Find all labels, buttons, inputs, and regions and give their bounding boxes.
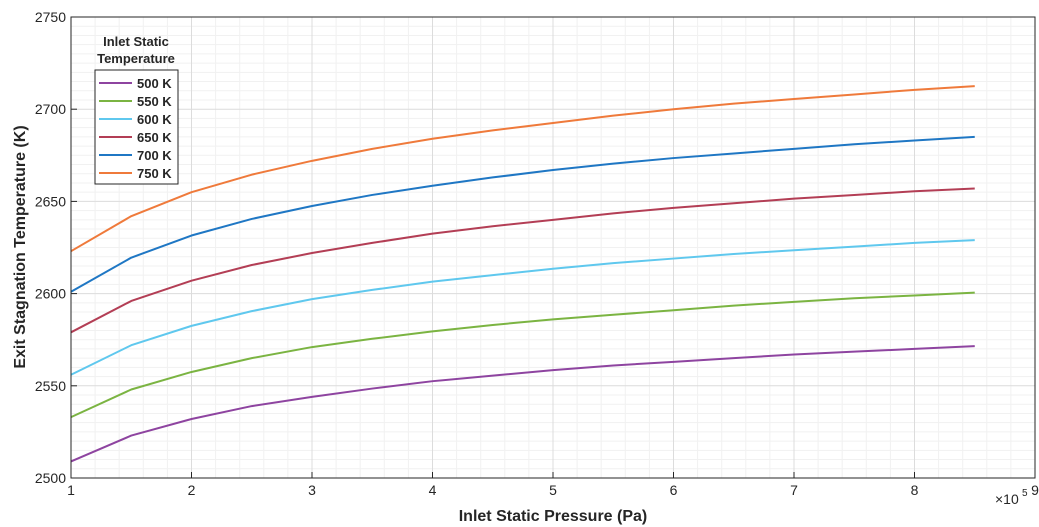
- y-tick-label: 2550: [35, 378, 66, 394]
- legend-title-line2: Temperature: [97, 51, 175, 66]
- series-line: [70, 291, 975, 419]
- series-line: [70, 239, 975, 376]
- series-line: [70, 85, 975, 253]
- legend-box: [94, 69, 179, 185]
- legend-entry-label: 600 K: [137, 112, 172, 127]
- y-tick-label: 2500: [35, 470, 66, 486]
- x-tick-label: 8: [911, 482, 919, 498]
- series-line: [70, 187, 975, 334]
- x-tick-label: 3: [308, 482, 316, 498]
- y-tick-label: 2600: [35, 286, 66, 302]
- x-tick-label: 7: [790, 482, 798, 498]
- x-tick-labels: 1 2 3 4 5 6 7 8 9: [67, 472, 1039, 498]
- legend: Inlet Static Temperature 500 K 550 K 600 K…: [94, 34, 179, 185]
- x-axis-label: Inlet Static Pressure (Pa): [459, 508, 648, 525]
- x-tick-label: 6: [670, 482, 678, 498]
- x-exponent-power: 5: [1022, 488, 1028, 499]
- x-exponent-label: ×10 5: [995, 488, 1028, 507]
- x-tick-label: 4: [429, 482, 437, 498]
- y-tick-label: 2650: [35, 193, 66, 209]
- series-line: [70, 135, 975, 293]
- legend-entry-label: 750 K: [137, 166, 172, 181]
- legend-entry-label: 650 K: [137, 130, 172, 145]
- series-layer: [70, 85, 975, 463]
- x-tick-label: 1: [67, 482, 75, 498]
- legend-entry-label: 500 K: [137, 76, 172, 91]
- x-exponent-base: ×10: [995, 491, 1019, 507]
- series-line: [70, 345, 975, 463]
- x-tick-label: 9: [1031, 482, 1039, 498]
- legend-entry-label: 700 K: [137, 148, 172, 163]
- y-axis-label: Exit Stagnation Temperature (K): [12, 125, 29, 368]
- x-tick-label: 2: [188, 482, 196, 498]
- legend-items: 500 K 550 K 600 K 650 K 700 K 750 K: [99, 76, 172, 181]
- legend-title-line1: Inlet Static: [103, 34, 169, 49]
- y-tick-label: 2700: [35, 101, 66, 117]
- y-tick-label: 2750: [35, 9, 66, 25]
- x-tick-label: 5: [549, 482, 557, 498]
- legend-entry-label: 550 K: [137, 94, 172, 109]
- y-tick-labels: 2500 2550 2600 2650 2700 2750: [35, 9, 77, 486]
